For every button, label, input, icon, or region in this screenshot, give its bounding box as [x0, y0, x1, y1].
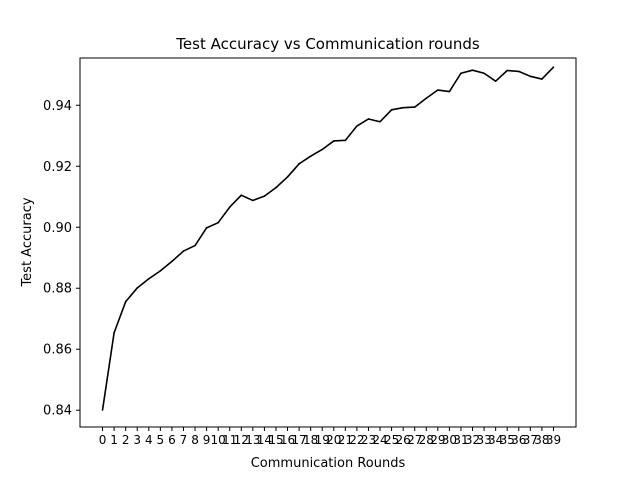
data-point	[263, 195, 266, 197]
x-tick-label: 36	[511, 433, 526, 447]
data-point	[448, 90, 451, 93]
x-tick-label: 18	[303, 433, 318, 447]
data-point	[286, 176, 289, 178]
x-tick-label: 27	[407, 433, 422, 447]
data-point	[136, 287, 139, 289]
chart-title: Test Accuracy vs Communication rounds	[175, 35, 480, 53]
data-point	[529, 75, 532, 78]
x-tick-label: 2	[122, 433, 130, 447]
data-point	[402, 106, 404, 109]
x-tick-label: 39	[546, 433, 561, 447]
y-tick-label: 0.84	[43, 404, 72, 419]
x-tick-label: 21	[338, 433, 353, 447]
x-tick-label: 15	[268, 433, 283, 447]
x-tick-label: 26	[396, 433, 411, 447]
data-point	[425, 97, 428, 100]
data-point	[240, 194, 243, 197]
x-tick-label: 32	[465, 433, 480, 447]
x-tick-label: 14	[257, 433, 272, 447]
x-tick-label: 33	[476, 433, 491, 447]
x-tick-label: 34	[488, 433, 503, 447]
data-point	[332, 140, 335, 142]
x-tick-label: 10	[211, 433, 226, 447]
x-tick-label: 5	[157, 433, 165, 447]
data-point	[471, 69, 474, 71]
x-tick-label: 37	[523, 433, 538, 447]
x-tick-label: 25	[384, 433, 399, 447]
x-tick-label: 38	[534, 433, 549, 447]
data-point	[217, 221, 219, 224]
series-layer	[101, 66, 555, 411]
data-point	[182, 250, 185, 252]
data-point	[517, 70, 520, 73]
x-tick-label: 31	[453, 433, 468, 447]
x-tick-label: 1	[110, 433, 118, 447]
data-point	[413, 106, 416, 108]
x-tick-label: 22	[349, 433, 364, 447]
data-point	[321, 148, 324, 151]
x-tick-label: 11	[222, 433, 237, 447]
data-point	[124, 300, 127, 303]
x-tick-label: 0	[99, 433, 107, 447]
data-point	[205, 227, 208, 229]
data-point	[367, 118, 370, 120]
data-point	[541, 78, 543, 80]
x-tick-label: 12	[234, 433, 249, 447]
y-axis-label: Test Accuracy	[20, 197, 35, 287]
data-point	[171, 260, 173, 263]
y-tick-label: 0.88	[43, 282, 72, 297]
x-tick-label: 13	[245, 433, 260, 447]
data-point	[309, 155, 312, 157]
data-point	[506, 69, 509, 72]
data-point	[552, 66, 555, 68]
x-tick-label: 6	[168, 433, 176, 447]
x-tick-label: 23	[361, 433, 376, 447]
y-tick-label: 0.92	[43, 160, 72, 175]
y-tick-label: 0.94	[43, 99, 72, 114]
data-point	[356, 125, 358, 127]
x-tick-label: 8	[191, 433, 199, 447]
data-point	[275, 186, 277, 189]
x-tick-label: 19	[315, 433, 330, 447]
y-tick-label: 0.86	[43, 343, 72, 358]
data-point	[494, 80, 497, 82]
data-point	[194, 244, 196, 247]
x-tick-label: 9	[203, 433, 211, 447]
data-point	[298, 163, 300, 165]
x-tick-label: 28	[419, 433, 434, 447]
data-point	[379, 120, 381, 123]
x-tick-label: 7	[180, 433, 188, 447]
x-tick-label: 4	[145, 433, 153, 447]
x-tick-label: 20	[326, 433, 341, 447]
x-tick-label: 30	[442, 433, 457, 447]
data-point	[101, 409, 104, 411]
plot-frame	[79, 57, 577, 428]
x-tick-label: 16	[280, 433, 295, 447]
axis-ticks: 0 1 2 3 4 5 6 7 8 9 101112131415161718192021222324…	[43, 99, 561, 447]
data-point	[252, 199, 254, 202]
x-tick-label: 24	[372, 433, 387, 447]
data-point	[390, 109, 393, 111]
y-tick-label: 0.90	[43, 221, 72, 236]
data-point	[483, 72, 485, 75]
data-point	[437, 89, 439, 91]
data-point	[159, 270, 162, 272]
x-axis-label: Communication Rounds	[251, 456, 406, 471]
data-point	[344, 139, 347, 142]
data-point	[460, 72, 462, 75]
series-line	[101, 66, 555, 411]
x-tick-label: 35	[500, 433, 515, 447]
x-tick-label: 3	[133, 433, 141, 447]
data-point	[147, 277, 150, 280]
x-tick-label: 29	[430, 433, 445, 447]
x-tick-label: 17	[291, 433, 306, 447]
data-point	[113, 331, 115, 334]
data-point	[228, 206, 231, 208]
